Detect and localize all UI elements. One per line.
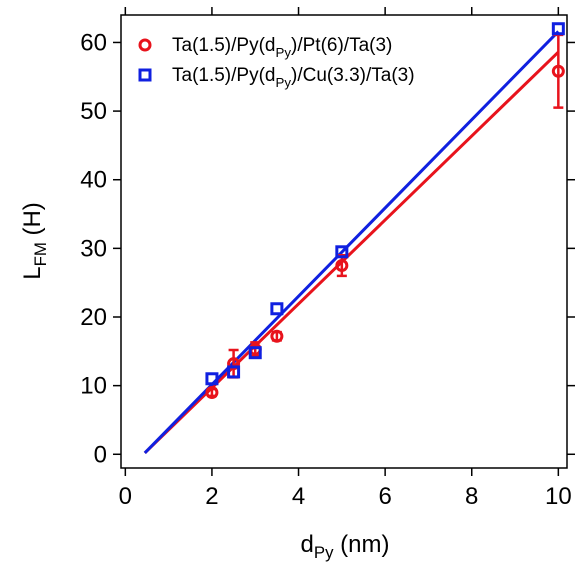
y-tick-label: 10	[80, 373, 107, 400]
fit-line	[143, 50, 560, 454]
legend-label: Ta(1.5)/Py(dPy)/Cu(3.3)/Ta(3)	[172, 65, 415, 90]
point	[270, 329, 284, 343]
legend-entry: Ta(1.5)/Py(dPy)/Cu(3.3)/Ta(3)	[138, 65, 415, 90]
label-part: Py	[275, 75, 291, 90]
y-tick-label: 60	[80, 29, 107, 56]
legend-label: Ta(1.5)/Py(dPy)/Pt(6)/Ta(3)	[172, 35, 392, 60]
label-part: (nm)	[333, 531, 389, 558]
y-tick-label: 20	[80, 304, 107, 331]
x-tick-label: 2	[205, 483, 218, 510]
label-part: Py	[275, 45, 291, 60]
y-tick-label: 50	[80, 98, 107, 125]
label-part: Py	[314, 543, 334, 562]
x-tick-label: 0	[119, 483, 132, 510]
point	[335, 245, 349, 259]
label-part: (H)	[19, 202, 46, 242]
label-part: Ta(1.5)/Py(d	[172, 35, 275, 56]
point	[270, 302, 284, 316]
plot-frame	[120, 14, 568, 469]
label-part: L	[19, 266, 46, 279]
point	[551, 64, 565, 78]
error-bar	[336, 253, 347, 278]
x-tick-label: 10	[545, 483, 572, 510]
point	[551, 22, 565, 36]
point	[205, 386, 219, 399]
label-part: Ta(1.5)/Py(d	[172, 65, 275, 86]
point	[227, 357, 241, 371]
label-part: d	[301, 531, 314, 558]
x-axis-label: dPy (nm)	[301, 531, 390, 562]
point	[248, 346, 262, 360]
label-part: )/Cu(3.3)/Ta(3)	[291, 65, 415, 86]
y-tick-label: 30	[80, 235, 107, 262]
y-tick-label: 40	[80, 167, 107, 194]
y-axis-label: LFM (H)	[19, 202, 50, 280]
legend-marker	[138, 38, 152, 52]
point	[227, 365, 241, 379]
legend-entry: Ta(1.5)/Py(dPy)/Pt(6)/Ta(3)	[138, 35, 392, 60]
y-tick-label: 0	[94, 441, 107, 468]
label-part: )/Pt(6)/Ta(3)	[291, 35, 392, 56]
point	[205, 372, 219, 386]
legend-marker	[138, 68, 152, 82]
x-tick-label: 8	[465, 483, 478, 510]
point	[335, 259, 349, 273]
x-tick-label: 6	[378, 483, 391, 510]
x-tick-label: 4	[292, 483, 305, 510]
label-part: FM	[31, 242, 50, 266]
